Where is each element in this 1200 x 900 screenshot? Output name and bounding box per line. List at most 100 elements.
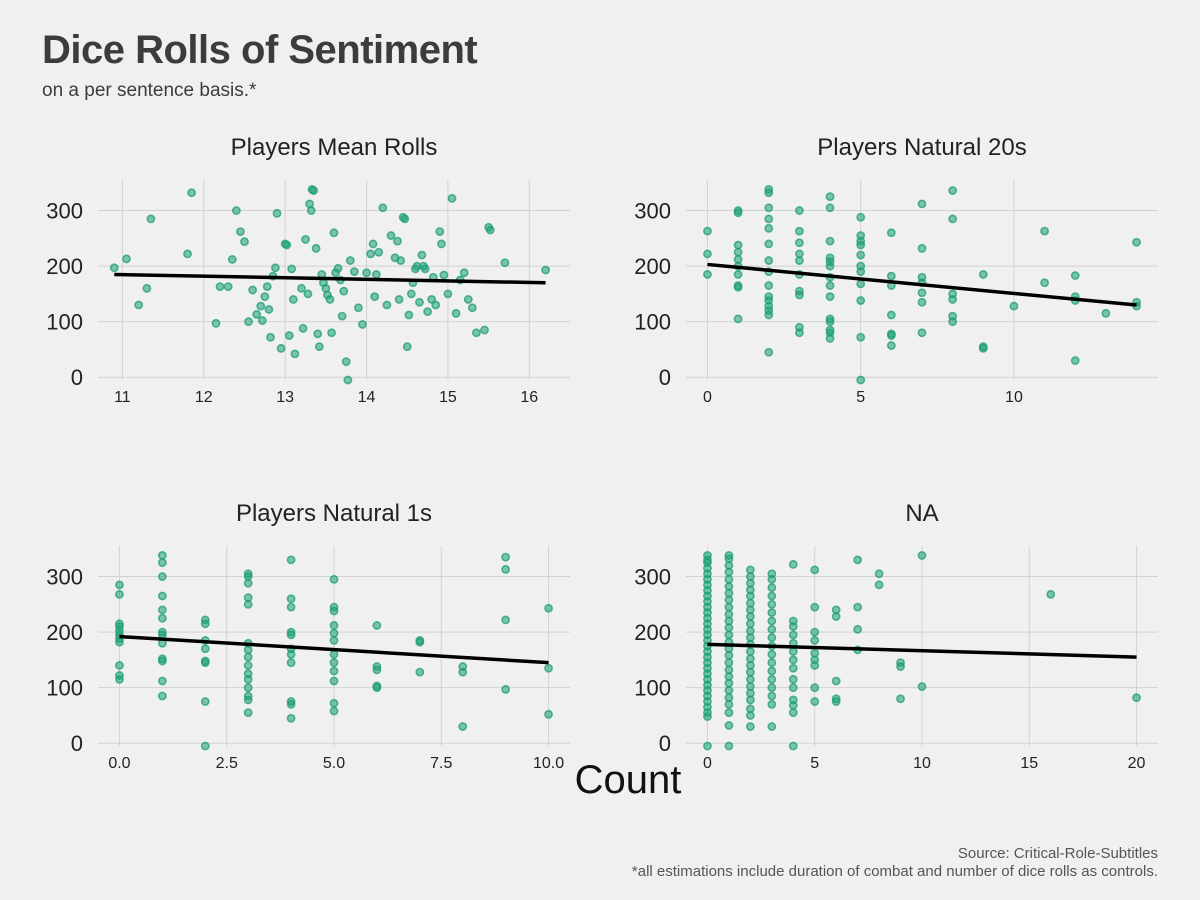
data-point [917, 682, 927, 691]
data-point [724, 567, 734, 577]
data-point [157, 656, 167, 666]
data-point [764, 239, 774, 249]
data-point [266, 332, 275, 342]
data-point [886, 331, 896, 340]
data-point [501, 552, 511, 562]
source-caption: Source: Critical-Role-Subtitles [957, 845, 1158, 862]
data-point [1132, 693, 1141, 703]
data-point [733, 314, 743, 324]
y-tick-label: 0 [71, 365, 83, 390]
data-point [366, 249, 376, 259]
panel-title: Players Natural 20s [817, 134, 1026, 161]
data-point [788, 674, 798, 684]
data-point [788, 701, 798, 710]
data-point [544, 663, 553, 673]
data-point [767, 591, 777, 601]
data-point [795, 226, 804, 236]
data-point [896, 694, 905, 704]
fit-line [707, 642, 1137, 659]
data-point [313, 329, 323, 339]
data-point [115, 637, 124, 647]
data-point [142, 283, 152, 293]
data-point [264, 305, 274, 314]
data-point [703, 712, 712, 721]
data-point [187, 188, 196, 198]
data-point [917, 328, 927, 338]
data-point [400, 214, 410, 224]
data-point [236, 227, 245, 237]
data-point [431, 300, 441, 310]
data-point [788, 655, 798, 665]
data-point [286, 602, 296, 612]
data-point [157, 558, 167, 568]
data-point [795, 256, 804, 265]
data-point [286, 658, 296, 668]
data-point [856, 267, 866, 277]
data-point [463, 295, 473, 304]
x-tick-label: 13 [276, 389, 294, 406]
data-point [745, 711, 755, 720]
data-point [795, 238, 804, 248]
data-point [244, 317, 253, 327]
data-point [724, 741, 734, 751]
data-point [297, 283, 306, 293]
data-point [115, 580, 124, 590]
data-point [439, 270, 449, 280]
data-point [215, 282, 225, 292]
data-point [831, 676, 841, 686]
data-point [896, 662, 905, 671]
x-tick-label: 20 [1128, 755, 1146, 772]
data-point [372, 621, 382, 630]
data-point [282, 240, 292, 250]
data-point [115, 674, 124, 684]
data-point [329, 628, 339, 638]
data-point [341, 357, 351, 367]
data-point [157, 691, 167, 701]
data-point [157, 605, 167, 615]
data-point [437, 239, 446, 249]
data-point [810, 636, 820, 645]
data-point [733, 247, 743, 257]
data-point [458, 667, 468, 677]
data-point [764, 188, 774, 198]
data-point [115, 661, 124, 670]
data-point [703, 249, 712, 259]
data-point [243, 599, 253, 609]
data-point [260, 292, 270, 302]
data-point [767, 608, 777, 618]
data-point [329, 606, 339, 616]
data-point [262, 282, 272, 292]
fit-line [119, 634, 549, 665]
data-point [724, 678, 734, 688]
data-point [825, 317, 835, 327]
data-point [856, 332, 866, 342]
fit-line [707, 262, 1137, 307]
data-point [788, 559, 798, 569]
data-point [733, 240, 743, 250]
data-point [788, 663, 798, 673]
x-tick-label: 10.0 [533, 755, 564, 772]
data-point [109, 263, 119, 273]
data-point [917, 288, 927, 298]
data-point [767, 624, 777, 634]
data-point [764, 223, 774, 233]
data-point [917, 551, 927, 560]
y-tick-label: 100 [634, 310, 671, 335]
data-point [122, 254, 131, 264]
data-point [724, 595, 734, 605]
data-point [415, 637, 425, 647]
data-point [825, 236, 835, 246]
data-point [1046, 589, 1056, 599]
x-tick-label: 2.5 [216, 755, 238, 772]
data-point [458, 722, 468, 731]
data-point [211, 318, 221, 328]
data-point [480, 325, 489, 335]
data-point [724, 708, 734, 718]
data-point [447, 193, 457, 203]
data-point [339, 286, 349, 296]
data-point [378, 203, 388, 213]
data-point [290, 349, 300, 359]
data-point [764, 347, 774, 357]
data-point [767, 666, 777, 676]
data-point [767, 599, 777, 609]
